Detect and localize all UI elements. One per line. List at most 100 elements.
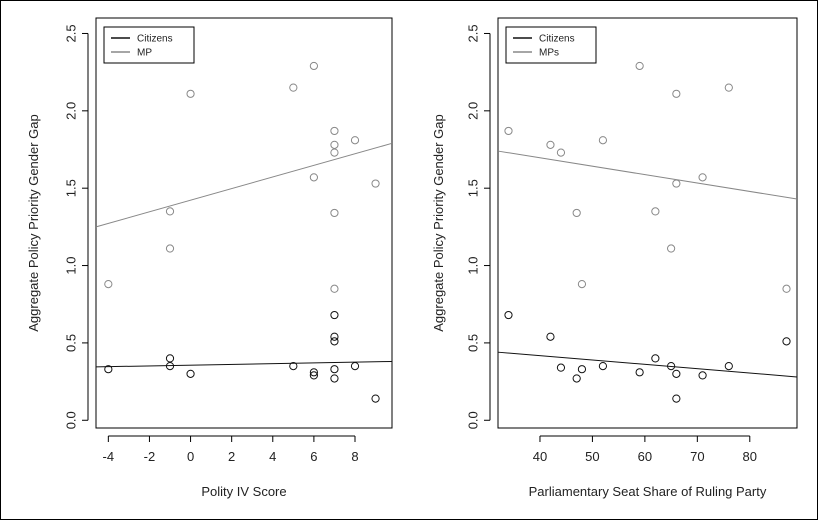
data-point-citizens [371, 394, 380, 403]
data-point-mps [635, 61, 644, 71]
x-tick-label: -2 [144, 449, 156, 464]
data-point-mp [309, 173, 318, 182]
x-axis-title: Parliamentary Seat Share of Ruling Party [529, 484, 767, 499]
y-tick-label: 0.5 [465, 334, 480, 352]
data-point-mps [504, 126, 513, 136]
y-tick-label: 2.0 [63, 102, 78, 120]
y-tick-label: 1.0 [465, 257, 480, 275]
fit-line-citizens [95, 360, 393, 368]
data-point-citizens [667, 362, 676, 371]
data-point-mps [651, 207, 660, 216]
data-point-citizens [330, 332, 339, 341]
data-point-citizens [598, 362, 608, 371]
data-point-mp [165, 207, 175, 216]
x-tick-label: 6 [310, 449, 317, 464]
data-point-mp [371, 179, 380, 188]
data-point-mp [330, 126, 339, 136]
data-point-citizens [577, 365, 587, 374]
data-point-mp [330, 208, 339, 218]
data-point-citizens [672, 369, 681, 378]
data-point-citizens [572, 374, 581, 383]
x-tick-label: 50 [585, 449, 599, 464]
panel-seat-share: 40 50 60 70 80 0.0 0.5 1.0 1.5 2.0 2.5 Parliamentar… [431, 17, 798, 499]
y-tick-label: 1.5 [465, 179, 480, 197]
data-point-mps [667, 244, 676, 253]
y-tick-label: 1.0 [63, 257, 78, 275]
fit-line-mps [497, 150, 798, 200]
y-tick-label: 2.5 [63, 24, 78, 42]
x-tick-label: 4 [269, 449, 276, 464]
x-tick-label: 2 [228, 449, 235, 464]
legend-label: Citizens [137, 34, 173, 45]
data-point-citizens [546, 332, 555, 341]
data-point-mp [289, 83, 298, 92]
y-tick-label: 0.5 [63, 334, 78, 352]
data-point-mps [672, 179, 681, 188]
x-tick-label: 60 [638, 449, 652, 464]
data-point-citizens [165, 354, 175, 363]
data-point-mp [309, 61, 318, 71]
data-point-mp [104, 280, 113, 289]
y-tick-label: 2.0 [465, 102, 480, 120]
data-point-citizens [672, 394, 681, 403]
x-tick-label: 40 [533, 449, 547, 464]
data-point-mps [782, 284, 791, 293]
data-point-citizens [330, 310, 339, 320]
data-point-mps [556, 148, 566, 157]
legend-label: MPs [539, 48, 559, 59]
plot-area-frame [95, 17, 393, 429]
data-point-mps [572, 208, 581, 218]
data-point-citizens [309, 371, 318, 380]
data-point-citizens [556, 363, 566, 372]
y-tick-label: 1.5 [63, 179, 78, 197]
data-point-citizens [186, 369, 195, 378]
data-point-mps [546, 140, 555, 149]
data-point-citizens [330, 374, 339, 383]
data-point-citizens [724, 362, 733, 371]
data-point-mp [330, 284, 339, 293]
panel-polity: -4 -2 0 2 4 6 8 0.0 0.5 1.0 1.5 2.0 2.5 Polity IV Sco… [26, 17, 393, 499]
data-point-citizens [651, 354, 660, 363]
y-tick-label: 0.0 [63, 411, 78, 429]
x-tick-label: 0 [187, 449, 194, 464]
legend-box [103, 26, 195, 64]
data-point-citizens [782, 337, 791, 346]
data-point-citizens [309, 368, 318, 377]
data-point-citizens [350, 362, 360, 371]
fit-line-mp [95, 142, 393, 228]
y-axis-title: Aggregate Policy Priority Gender Gap [26, 114, 41, 332]
data-point-citizens [330, 337, 339, 346]
x-tick-label: 70 [690, 449, 704, 464]
data-point-mp [330, 148, 339, 157]
fit-line-citizens [497, 351, 798, 378]
legend-label: Citizens [539, 34, 575, 45]
legend-box [505, 26, 597, 64]
data-point-citizens [289, 362, 298, 371]
data-point-mp [186, 89, 195, 98]
data-point-mp [350, 136, 360, 145]
data-point-mps [598, 136, 608, 145]
x-tick-label: 80 [743, 449, 757, 464]
data-point-citizens [635, 368, 644, 377]
data-point-citizens [330, 365, 339, 374]
x-tick-label: -4 [103, 449, 115, 464]
data-point-mps [577, 280, 587, 289]
x-tick-label: 8 [351, 449, 358, 464]
data-point-mp [330, 140, 339, 149]
x-axis-title: Polity IV Score [201, 484, 286, 499]
data-point-citizens [504, 310, 513, 320]
y-tick-label: 0.0 [465, 411, 480, 429]
data-point-citizens [104, 365, 113, 374]
y-axis-title: Aggregate Policy Priority Gender Gap [431, 114, 446, 332]
legend-label: MP [137, 48, 152, 59]
data-point-citizens [698, 371, 707, 380]
plot-area-frame [497, 17, 798, 429]
y-tick-label: 2.5 [465, 24, 480, 42]
data-point-mps [672, 89, 681, 98]
data-point-mps [698, 173, 707, 182]
data-point-mp [165, 244, 175, 253]
data-point-mps [724, 83, 733, 92]
